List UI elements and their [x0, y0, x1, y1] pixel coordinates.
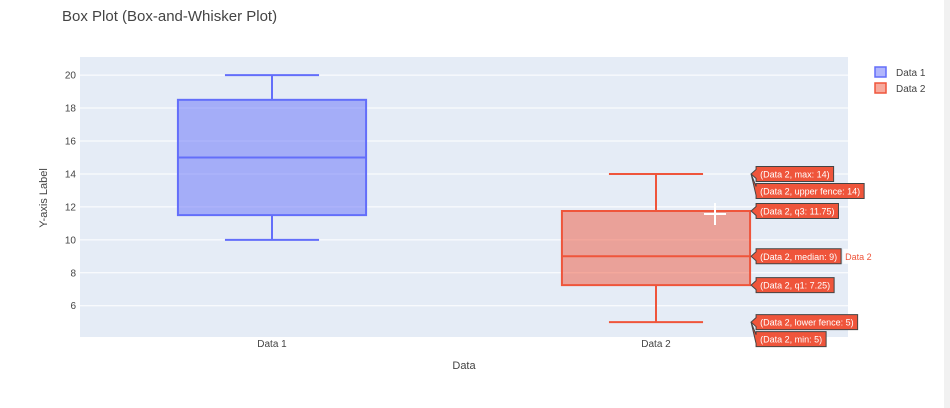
y-tick-label: 10: [65, 235, 77, 246]
hover-label-max: (Data 2, max: 14): [750, 165, 835, 182]
hover-label-text: (Data 2, upper fence: 14): [760, 186, 860, 196]
y-tick-label: 8: [70, 268, 76, 279]
hover-label-box: [750, 314, 859, 331]
hover-label-box: [750, 203, 839, 219]
hover-label-box: [750, 277, 835, 294]
hover-labels: (Data 2, max: 14) (Data 2, upper fence: 1…: [750, 165, 880, 348]
hover-label-text: (Data 2, min: 5): [760, 335, 822, 345]
hover-label-text: (Data 2, median: 9): [760, 252, 837, 262]
hover-series-name: Data 2: [845, 252, 872, 262]
y-tick-label: 20: [65, 71, 77, 82]
y-tick-labels: 6 8 10 12 14 16 18 20: [65, 71, 77, 313]
hover-label-q1: (Data 2, q1: 7.25): [750, 277, 835, 294]
hover-label-box: [750, 248, 842, 265]
hover-label-text: (Data 2, max: 14): [760, 169, 830, 179]
hover-label-text: (Data 2, q1: 7.25): [760, 281, 830, 291]
hover-label-upper-fence: (Data 2, upper fence: 14): [750, 173, 865, 199]
hover-label-median: (Data 2, median: 9) Data 2: [750, 248, 880, 265]
y-tick-label: 18: [65, 104, 77, 115]
legend: Data 1 Data 2: [874, 66, 926, 95]
legend-label: Data 2: [896, 84, 926, 95]
boxes: [176, 74, 752, 324]
hover-label-box: [750, 321, 827, 348]
box-data-1[interactable]: [176, 74, 368, 241]
y-tick-label: 16: [65, 137, 77, 148]
hover-name-background: [843, 248, 880, 264]
hover-label-box: [750, 173, 865, 199]
hover-label-box: [750, 165, 835, 182]
legend-label: Data 1: [896, 68, 926, 79]
legend-swatch: [874, 66, 887, 78]
crosshair-cursor-icon: [704, 203, 726, 225]
x-axis-title: Data: [452, 360, 476, 372]
y-tick-label: 12: [65, 202, 77, 213]
y-tick-label: 6: [70, 301, 76, 312]
scrollbar[interactable]: [944, 0, 950, 408]
iqr-box: [560, 210, 752, 287]
hover-label-lower-fence: (Data 2, lower fence: 5): [750, 314, 859, 331]
legend-item-data-1[interactable]: Data 1: [874, 66, 926, 79]
x-tick-label: Data 2: [641, 339, 671, 350]
x-tick-label: Data 1: [257, 339, 287, 350]
hover-label-q3: (Data 2, q3: 11.75): [750, 203, 839, 219]
hover-label-text: (Data 2, lower fence: 5): [760, 318, 854, 328]
legend-item-data-2[interactable]: Data 2: [874, 82, 926, 95]
box-data-2[interactable]: [560, 172, 752, 324]
hover-label-min: (Data 2, min: 5): [750, 321, 827, 348]
legend-swatch: [874, 82, 887, 94]
hover-label-text: (Data 2, q3: 11.75): [760, 207, 834, 217]
x-tick-labels: Data 1 Data 2: [257, 339, 671, 350]
y-tick-label: 14: [65, 169, 77, 180]
y-axis-title: Y-axis Label: [38, 168, 50, 228]
chart-title: Box Plot (Box-and-Whisker Plot): [62, 8, 277, 25]
